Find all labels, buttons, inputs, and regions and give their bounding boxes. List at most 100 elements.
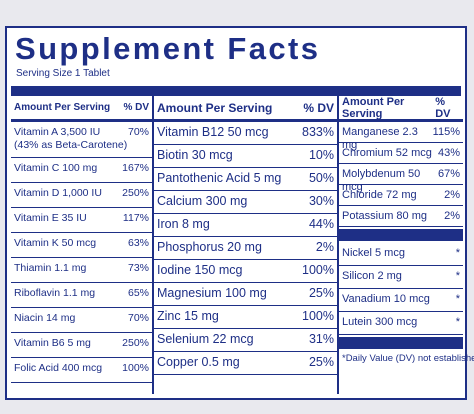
- nutrient-row: Vitamin A 3,500 IU (43% as Beta-Carotene…: [11, 122, 152, 158]
- footnote: *Daily Value (DV) not established.: [342, 353, 474, 364]
- nutrient-row: Copper 0.5 mg 25%: [154, 352, 337, 375]
- nutrient-name: Vitamin B12 50 mcg: [157, 125, 269, 139]
- serving-size: Serving Size 1 Tablet: [16, 68, 110, 79]
- nutrient-row: Zinc 15 mg 100%: [154, 306, 337, 329]
- nutrient-name: Silicon 2 mg: [342, 270, 402, 282]
- dv-header: % DV: [303, 100, 334, 115]
- nutrient-row: Iodine 150 mcg 100%: [154, 260, 337, 283]
- column-minerals: Amount Per Serving % DV Vitamin B12 50 m…: [154, 96, 337, 394]
- nutrient-name: Thiamin 1.1 mg: [14, 262, 87, 274]
- nutrient-row: Potassium 80 mg 2%: [339, 206, 463, 227]
- column-vitamins: Amount Per Serving % DV Vitamin A 3,500 …: [11, 96, 152, 394]
- nutrient-name: Lutein 300 mcg: [342, 316, 418, 328]
- nutrient-row: Vitamin E 35 IU 117%: [11, 208, 152, 233]
- nutrient-name: Zinc 15 mg: [157, 309, 219, 323]
- nutrient-name: Chromium 52 mcg: [342, 147, 432, 159]
- nutrient-name: Molybdenum 50 mcg: [342, 168, 421, 194]
- nutrient-name: Vitamin A 3,500 IU (43% as Beta-Carotene…: [14, 126, 128, 151]
- daily-value: 100%: [302, 309, 334, 323]
- nutrient-row: Silicon 2 mg *: [339, 266, 463, 289]
- nutrient-row: Magnesium 100 mg 25%: [154, 283, 337, 306]
- nutrient-row: Chromium 52 mcg 43%: [339, 143, 463, 164]
- nutrient-name: Potassium 80 mg: [342, 210, 427, 222]
- column-header: Amount Per Serving % DV: [339, 96, 463, 122]
- column-divider: [152, 96, 154, 394]
- nutrient-name: Iron 8 mg: [157, 217, 210, 231]
- header-rule: [11, 86, 461, 96]
- nutrient-name: Vitamin K 50 mcg: [14, 237, 97, 249]
- daily-value: 2%: [444, 210, 460, 222]
- nutrient-name: Nickel 5 mcg: [342, 247, 405, 259]
- daily-value: 115%: [432, 126, 460, 138]
- section-divider: [339, 337, 463, 349]
- nutrient-name: Vitamin B6 5 mg: [14, 337, 91, 349]
- nutrient-name: Phosphorus 20 mg: [157, 240, 262, 254]
- nutrient-name: Chloride 72 mg: [342, 189, 417, 201]
- nutrient-name: Riboflavin 1.1 mg: [14, 287, 96, 299]
- panel-title: Supplement Facts: [15, 31, 321, 66]
- nutrient-row: Biotin 30 mcg 10%: [154, 145, 337, 168]
- daily-value: 73%: [127, 262, 149, 274]
- nutrient-row: Selenium 22 mcg 31%: [154, 329, 337, 352]
- nutrient-row: Folic Acid 400 mcg 100%: [11, 358, 152, 383]
- nutrient-name: Biotin 30 mcg: [157, 148, 233, 162]
- nutrient-row: Lutein 300 mcg *: [339, 312, 463, 335]
- nutrient-name: Calcium 300 mg: [157, 194, 248, 208]
- section-divider: [339, 229, 463, 241]
- amount-header: Amount Per Serving: [14, 102, 111, 113]
- daily-value: 117%: [122, 212, 149, 224]
- daily-value: 250%: [122, 337, 149, 349]
- nutrient-name: Iodine 150 mcg: [157, 263, 243, 277]
- nutrient-row: Nickel 5 mcg *: [339, 243, 463, 266]
- nutrient-row: Niacin 14 mg 70%: [11, 308, 152, 333]
- nutrient-row: Iron 8 mg 44%: [154, 214, 337, 237]
- daily-value: 2%: [315, 240, 334, 254]
- nutrient-row: Vitamin B12 50 mcg 833%: [154, 122, 337, 145]
- nutrient-name: Copper 0.5 mg: [157, 355, 240, 369]
- nutrient-row: Vitamin C 100 mg 167%: [11, 158, 152, 183]
- dv-header: % DV: [123, 102, 149, 113]
- nutrient-name: Manganese 2.3 mg: [342, 126, 418, 152]
- column-trace-elements: Amount Per Serving % DV Manganese 2.3 mg…: [339, 96, 474, 394]
- daily-value: 100%: [302, 263, 334, 277]
- nutrient-name: Pantothenic Acid 5 mg: [157, 171, 282, 185]
- daily-value: 25%: [308, 286, 334, 300]
- nutrient-row: Chloride 72 mg 2%: [339, 185, 463, 206]
- nutrient-row: Pantothenic Acid 5 mg 50%: [154, 168, 337, 191]
- daily-value: 70%: [127, 126, 149, 138]
- nutrient-row: Vitamin K 50 mcg 63%: [11, 233, 152, 258]
- nutrient-row: Thiamin 1.1 mg 73%: [11, 258, 152, 283]
- amount-header: Amount Per Serving: [342, 95, 405, 120]
- daily-value: 65%: [127, 287, 149, 299]
- daily-value: 44%: [308, 217, 334, 231]
- daily-value: 250%: [122, 187, 149, 199]
- daily-value: 70%: [127, 312, 149, 324]
- nutrient-name: Magnesium 100 mg: [157, 286, 267, 300]
- supplement-facts-panel: Supplement Facts Serving Size 1 Tablet A…: [5, 26, 474, 400]
- daily-value: 63%: [127, 237, 149, 249]
- daily-value: *: [455, 316, 460, 328]
- nutrient-row: Vanadium 10 mcg *: [339, 289, 463, 312]
- nutrient-row: Phosphorus 20 mg 2%: [154, 237, 337, 260]
- nutrient-row: Calcium 300 mg 30%: [154, 191, 337, 214]
- nutrient-name: Vitamin C 100 mg: [14, 162, 98, 174]
- nutrient-row: Molybdenum 50 mcg 67%: [339, 164, 463, 193]
- daily-value: *: [455, 270, 460, 282]
- nutrient-name: Folic Acid 400 mcg: [14, 362, 103, 374]
- daily-value: *: [455, 247, 460, 259]
- daily-value: 25%: [308, 355, 334, 369]
- nutrient-name: Vitamin E 35 IU: [14, 212, 87, 224]
- daily-value: 43%: [437, 147, 460, 159]
- nutrient-row: Riboflavin 1.1 mg 65%: [11, 283, 152, 308]
- nutrient-row: Manganese 2.3 mg 115%: [339, 122, 463, 151]
- daily-value: *: [455, 293, 460, 305]
- daily-value: 167%: [122, 162, 149, 174]
- daily-value: 10%: [308, 148, 334, 162]
- amount-header: Amount Per Serving: [157, 100, 273, 115]
- column-header: Amount Per Serving % DV: [11, 96, 152, 122]
- daily-value: 31%: [308, 332, 334, 346]
- daily-value: 67%: [437, 168, 460, 180]
- daily-value: 833%: [302, 125, 334, 139]
- daily-value: 50%: [308, 171, 334, 185]
- nutrient-name: Niacin 14 mg: [14, 312, 76, 324]
